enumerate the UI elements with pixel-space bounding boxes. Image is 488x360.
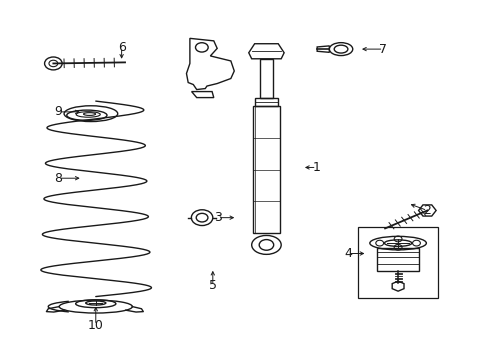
Text: 4: 4: [343, 247, 351, 260]
Text: 1: 1: [312, 161, 320, 174]
Text: 9: 9: [54, 105, 62, 118]
Bar: [357, 226, 437, 298]
Text: 3: 3: [213, 211, 221, 224]
Text: 10: 10: [88, 319, 103, 332]
Text: 5: 5: [208, 279, 216, 292]
Text: 6: 6: [118, 41, 125, 54]
Text: 7: 7: [379, 42, 386, 55]
Text: 8: 8: [54, 172, 62, 185]
Text: 2: 2: [423, 204, 430, 217]
